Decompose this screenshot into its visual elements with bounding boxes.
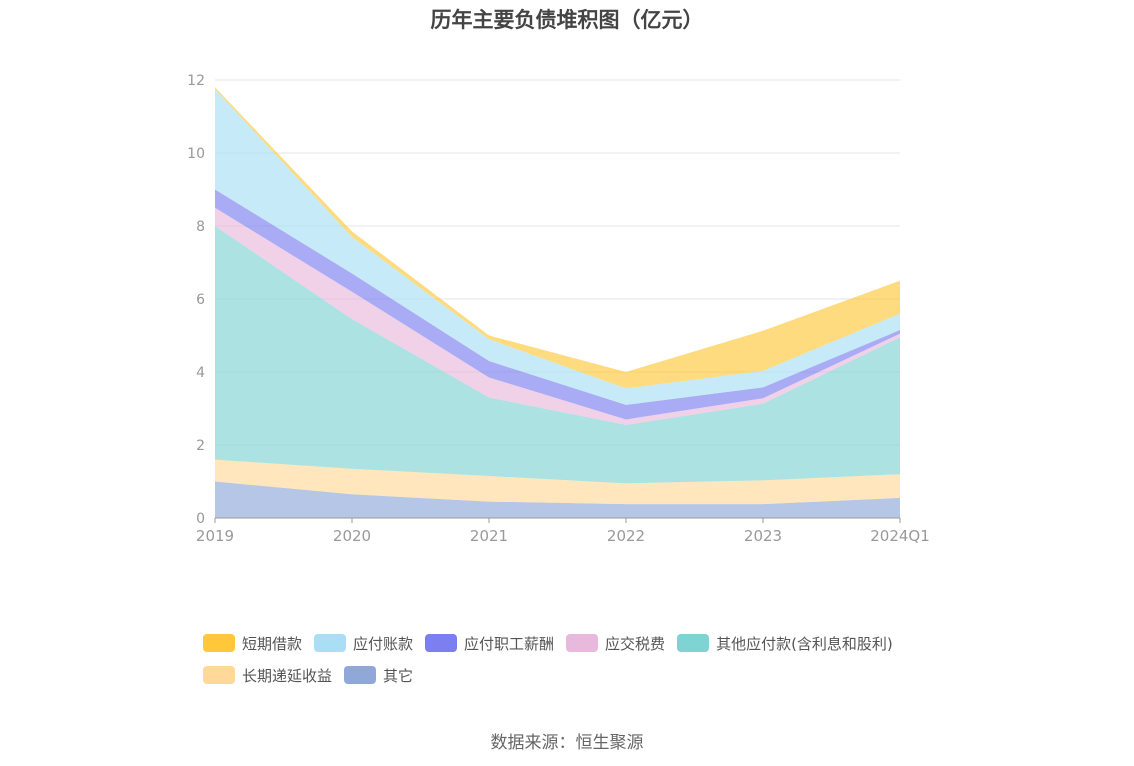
legend-label: 短期借款: [242, 634, 303, 653]
legend-label: 其它: [383, 666, 414, 685]
legend-swatch: [203, 634, 235, 652]
chart-title: 历年主要负债堆积图（亿元）: [430, 8, 704, 32]
x-tick-label: 2024Q1: [870, 527, 930, 545]
legend-item[interactable]: 应交税费: [566, 633, 665, 654]
area-series-2: [215, 226, 900, 484]
x-tick-label: 2020: [333, 527, 371, 545]
y-tick-label: 6: [196, 292, 205, 308]
y-tick-label: 8: [196, 219, 205, 235]
legend-swatch: [203, 666, 235, 684]
area-series-0: [215, 481, 900, 518]
y-tick-label: 0: [196, 511, 205, 527]
legend-swatch: [314, 634, 347, 652]
legend-swatch: [677, 634, 710, 652]
stacked-area-chart: 0 2 4 6 8 10 12 2019 2020 2021 2022 2023 2024Q1: [187, 73, 930, 545]
area-series-5: [215, 89, 900, 405]
y-tick-label: 10: [187, 146, 205, 162]
x-tick-label: 2022: [607, 527, 645, 545]
legend-item[interactable]: 长期递延收益: [203, 665, 332, 686]
y-tick-label: 4: [196, 365, 205, 381]
area-series-1: [215, 459, 900, 505]
x-tick-label: 2021: [470, 527, 508, 545]
y-tick-label: 12: [187, 73, 205, 89]
x-tick-label: 2023: [744, 527, 782, 545]
chart-legend: 短期借款 应付账款 应付职工薪酬 应交税费 其他应付款(含利息和股利) 长期递延收益 其它: [203, 632, 963, 696]
legend-label: 长期递延收益: [242, 666, 333, 685]
legend-label: 其他应付款(含利息和股利): [716, 634, 893, 653]
legend-swatch: [344, 666, 377, 684]
legend-item[interactable]: 其他应付款(含利息和股利): [677, 633, 893, 654]
legend-swatch: [566, 634, 599, 652]
legend-label: 应付账款: [353, 634, 414, 653]
legend-row: 长期递延收益 其它: [203, 664, 963, 686]
area-series-3: [215, 207, 900, 425]
x-tick-label: 2019: [196, 527, 234, 545]
y-tick-label: 2: [196, 438, 205, 454]
legend-item[interactable]: 应付账款: [314, 633, 413, 654]
legend-item[interactable]: 其它: [344, 665, 413, 686]
legend-item[interactable]: 应付职工薪酬: [425, 633, 554, 654]
data-source: 数据来源：恒生聚源: [490, 733, 644, 753]
legend-swatch: [425, 634, 458, 652]
legend-item[interactable]: 短期借款: [203, 633, 302, 654]
legend-label: 应付职工薪酬: [464, 634, 555, 653]
legend-label: 应交税费: [605, 634, 666, 653]
legend-row: 短期借款 应付账款 应付职工薪酬 应交税费 其他应付款(含利息和股利): [203, 632, 963, 654]
